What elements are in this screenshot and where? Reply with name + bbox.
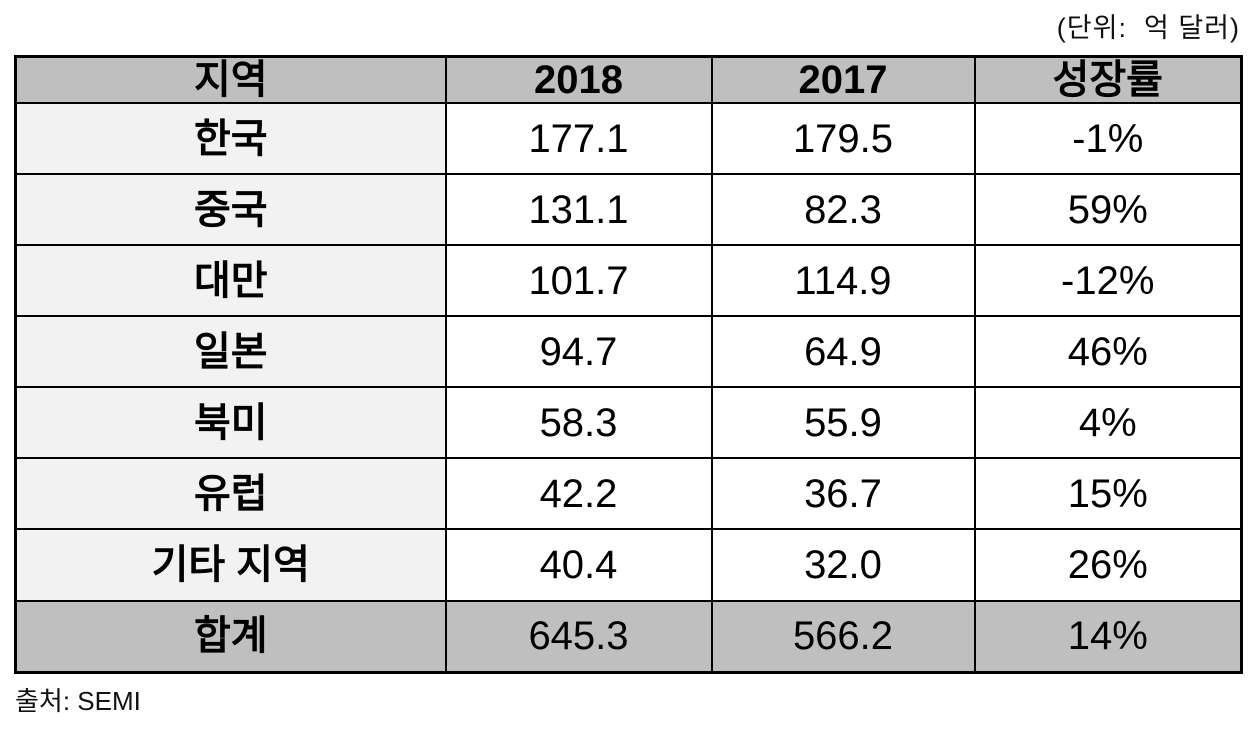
table-row-korea: 한국 177.1 179.5 -1% <box>14 101 1243 176</box>
value-2017-cell: 114.9 <box>710 244 976 318</box>
unit-note: (단위: 억 달러) <box>1056 13 1240 43</box>
value-2018-cell: 101.7 <box>444 244 713 318</box>
table-row-taiwan: 대만 101.7 114.9 -12% <box>14 244 1243 318</box>
table-row-china: 중국 131.1 82.3 59% <box>14 173 1243 247</box>
value-2017-cell: 179.5 <box>710 101 976 176</box>
region-cell: 대만 <box>14 244 447 318</box>
growth-cell: 15% <box>973 457 1243 531</box>
growth-cell: 59% <box>973 173 1243 247</box>
total-growth-cell: 14% <box>973 599 1243 674</box>
col-header-region: 지역 <box>14 55 447 104</box>
growth-cell: 46% <box>973 315 1243 389</box>
total-2018-cell: 645.3 <box>444 599 713 674</box>
total-label-cell: 합계 <box>14 599 447 674</box>
col-header-growth: 성장률 <box>973 55 1243 104</box>
value-2018-cell: 94.7 <box>444 315 713 389</box>
value-2017-cell: 32.0 <box>710 528 976 602</box>
value-2017-cell: 55.9 <box>710 386 976 460</box>
table-row-north-america: 북미 58.3 55.9 4% <box>14 386 1243 460</box>
value-2018-cell: 131.1 <box>444 173 713 247</box>
region-cell: 기타 지역 <box>14 528 447 602</box>
growth-cell: -1% <box>973 101 1243 176</box>
col-header-2017: 2017 <box>710 55 976 104</box>
value-2018-cell: 40.4 <box>444 528 713 602</box>
region-cell: 유럽 <box>14 457 447 531</box>
regional-data-table: 지역 2018 2017 성장률 한국 177.1 179.5 -1% 중국 1… <box>14 55 1243 674</box>
value-2017-cell: 64.9 <box>710 315 976 389</box>
value-2018-cell: 177.1 <box>444 101 713 176</box>
region-cell: 한국 <box>14 101 447 176</box>
table-row-total: 합계 645.3 566.2 14% <box>14 599 1243 674</box>
region-cell: 일본 <box>14 315 447 389</box>
value-2017-cell: 36.7 <box>710 457 976 531</box>
source-note: 출처: SEMI <box>15 686 141 716</box>
region-cell: 북미 <box>14 386 447 460</box>
col-header-2018: 2018 <box>444 55 713 104</box>
value-2018-cell: 42.2 <box>444 457 713 531</box>
growth-cell: 26% <box>973 528 1243 602</box>
growth-cell: -12% <box>973 244 1243 318</box>
table-row-other-regions: 기타 지역 40.4 32.0 26% <box>14 528 1243 602</box>
value-2018-cell: 58.3 <box>444 386 713 460</box>
total-2017-cell: 566.2 <box>710 599 976 674</box>
table-row-japan: 일본 94.7 64.9 46% <box>14 315 1243 389</box>
growth-cell: 4% <box>973 386 1243 460</box>
header-row: 지역 2018 2017 성장률 <box>14 55 1243 104</box>
region-cell: 중국 <box>14 173 447 247</box>
value-2017-cell: 82.3 <box>710 173 976 247</box>
table-row-europe: 유럽 42.2 36.7 15% <box>14 457 1243 531</box>
